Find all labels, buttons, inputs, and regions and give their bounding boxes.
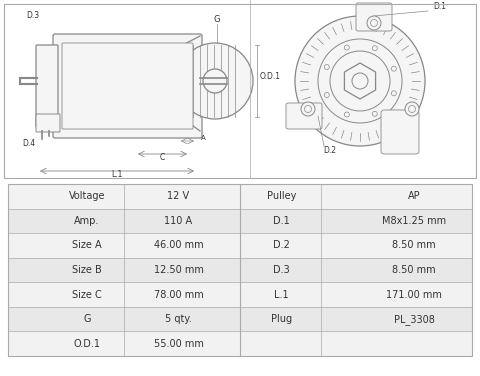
FancyBboxPatch shape: [8, 258, 240, 282]
Text: 46.00 mm: 46.00 mm: [154, 240, 204, 250]
FancyBboxPatch shape: [36, 114, 60, 132]
Text: O.D.1: O.D.1: [260, 72, 281, 81]
Circle shape: [324, 92, 329, 97]
Text: A: A: [201, 135, 206, 141]
Circle shape: [371, 20, 377, 26]
Text: 12.50 mm: 12.50 mm: [154, 265, 204, 275]
Text: 8.50 mm: 8.50 mm: [392, 240, 436, 250]
Text: D.2: D.2: [324, 146, 336, 155]
Text: D.1: D.1: [274, 216, 290, 226]
Bar: [8, 184, 472, 356]
Circle shape: [405, 102, 419, 116]
Circle shape: [318, 39, 402, 123]
FancyBboxPatch shape: [8, 233, 240, 258]
Text: D.2: D.2: [273, 240, 290, 250]
FancyBboxPatch shape: [62, 43, 193, 129]
Text: D.3: D.3: [26, 11, 39, 20]
FancyBboxPatch shape: [381, 110, 419, 154]
Text: L.1: L.1: [275, 290, 289, 300]
FancyBboxPatch shape: [240, 233, 472, 258]
FancyBboxPatch shape: [8, 307, 240, 331]
Text: 110 A: 110 A: [165, 216, 192, 226]
Circle shape: [330, 51, 390, 111]
Text: Amp.: Amp.: [74, 216, 99, 226]
Circle shape: [203, 69, 227, 93]
Text: 78.00 mm: 78.00 mm: [154, 290, 204, 300]
FancyBboxPatch shape: [240, 258, 472, 282]
Text: M8x1.25 mm: M8x1.25 mm: [382, 216, 446, 226]
Circle shape: [367, 16, 381, 30]
FancyBboxPatch shape: [53, 34, 202, 138]
Text: Size C: Size C: [72, 290, 102, 300]
Text: D.3: D.3: [274, 265, 290, 275]
Circle shape: [301, 102, 315, 116]
Text: L.1: L.1: [111, 170, 123, 179]
FancyBboxPatch shape: [356, 3, 392, 31]
Circle shape: [391, 66, 396, 71]
FancyBboxPatch shape: [240, 331, 472, 356]
FancyBboxPatch shape: [8, 282, 240, 307]
Text: PL_3308: PL_3308: [394, 314, 434, 324]
Circle shape: [372, 111, 377, 116]
FancyBboxPatch shape: [240, 307, 472, 331]
FancyBboxPatch shape: [36, 45, 58, 127]
Circle shape: [344, 112, 349, 117]
Text: Size B: Size B: [72, 265, 102, 275]
Text: Pulley: Pulley: [267, 191, 297, 201]
Circle shape: [372, 46, 377, 51]
Text: D.1: D.1: [433, 2, 446, 11]
Text: G: G: [214, 15, 220, 24]
Circle shape: [352, 73, 368, 89]
FancyBboxPatch shape: [8, 331, 240, 356]
Circle shape: [324, 65, 329, 70]
Text: 5 qty.: 5 qty.: [165, 314, 192, 324]
Circle shape: [304, 106, 312, 112]
Text: 171.00 mm: 171.00 mm: [386, 290, 442, 300]
Text: 12 V: 12 V: [168, 191, 190, 201]
Circle shape: [295, 16, 425, 146]
Circle shape: [408, 106, 416, 112]
FancyBboxPatch shape: [240, 209, 472, 233]
FancyBboxPatch shape: [8, 209, 240, 233]
Text: O.D.1: O.D.1: [73, 339, 100, 349]
Circle shape: [344, 45, 349, 50]
Circle shape: [391, 91, 396, 96]
Text: Plug: Plug: [271, 314, 292, 324]
Text: G: G: [83, 314, 91, 324]
Circle shape: [177, 43, 253, 119]
Text: AP: AP: [408, 191, 420, 201]
FancyBboxPatch shape: [8, 184, 240, 209]
Text: Size A: Size A: [72, 240, 102, 250]
FancyBboxPatch shape: [240, 282, 472, 307]
FancyBboxPatch shape: [286, 103, 322, 129]
Bar: [4, 4, 476, 178]
Text: 55.00 mm: 55.00 mm: [154, 339, 204, 349]
Text: Voltage: Voltage: [69, 191, 105, 201]
FancyBboxPatch shape: [240, 184, 472, 209]
Text: 8.50 mm: 8.50 mm: [392, 265, 436, 275]
Text: C: C: [160, 153, 165, 162]
Text: D.4: D.4: [23, 139, 36, 148]
